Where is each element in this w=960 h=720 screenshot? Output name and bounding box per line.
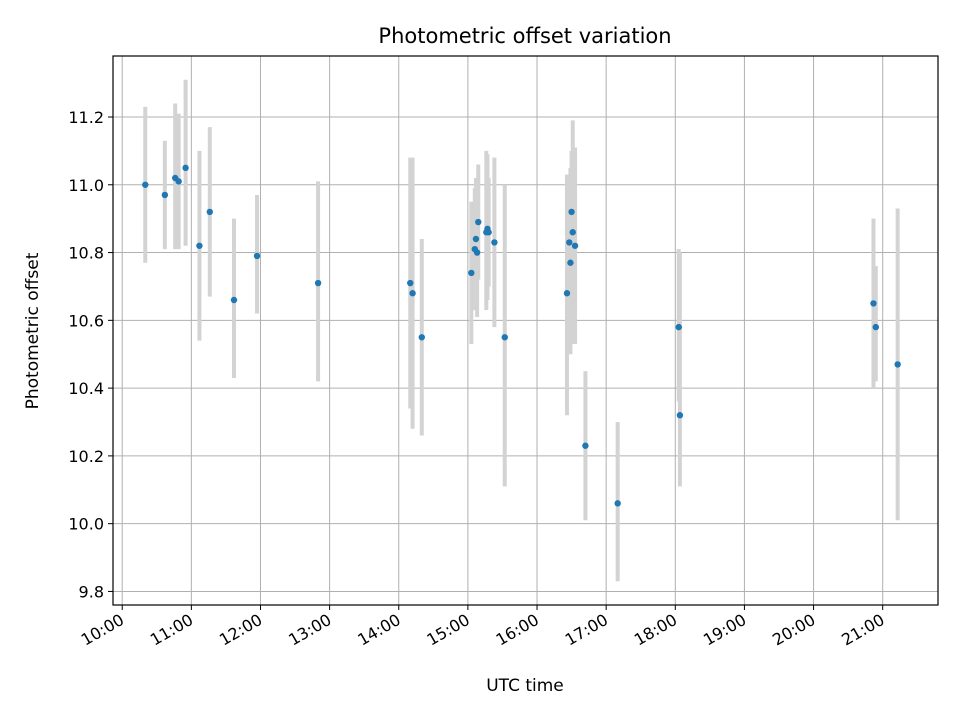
data-point — [142, 181, 149, 188]
y-tick-label: 10.8 — [68, 244, 104, 263]
y-axis-ticks: 9.8 10.0 10.2 10.4 10.6 10.8 11.0 11.2 — [68, 108, 113, 601]
data-point — [566, 239, 573, 246]
data-point — [253, 252, 261, 260]
data-point — [473, 249, 481, 256]
data-point — [894, 361, 901, 368]
y-tick-label: 10.0 — [68, 515, 104, 534]
data-point — [485, 229, 492, 236]
data-point — [407, 279, 414, 287]
data-point — [475, 218, 482, 226]
y-tick-label: 10.2 — [68, 447, 104, 466]
y-tick-label: 11.0 — [68, 176, 104, 195]
data-points — [142, 164, 901, 507]
data-point — [563, 290, 571, 297]
chart-title: Photometric offset variation — [378, 24, 671, 48]
data-point — [501, 334, 508, 341]
data-point — [491, 239, 498, 246]
data-point — [230, 296, 238, 304]
data-point — [567, 259, 574, 266]
data-point — [571, 242, 579, 249]
y-axis-label: Photometric offset — [23, 252, 43, 409]
y-tick-label: 9.8 — [79, 582, 104, 601]
plot-frame — [112, 55, 939, 606]
grid — [113, 56, 938, 605]
data-point — [568, 208, 575, 216]
data-point — [675, 323, 682, 331]
data-point — [582, 442, 589, 449]
y-tick-label: 11.2 — [68, 108, 104, 127]
data-point — [182, 164, 189, 172]
y-tick-label: 10.6 — [68, 311, 104, 330]
data-point — [409, 290, 416, 297]
data-point — [614, 500, 621, 507]
data-point — [314, 279, 322, 287]
data-point — [206, 208, 213, 216]
data-point — [676, 412, 684, 419]
data-point — [418, 334, 425, 341]
data-point — [468, 269, 475, 277]
y-tick-label: 10.4 — [68, 379, 104, 398]
data-point — [196, 242, 203, 249]
data-point — [870, 300, 877, 307]
data-point — [175, 178, 182, 185]
data-point — [569, 229, 576, 236]
x-axis-label: UTC time — [486, 676, 564, 696]
data-point — [472, 235, 480, 243]
data-point — [161, 191, 169, 199]
data-point — [872, 323, 879, 331]
